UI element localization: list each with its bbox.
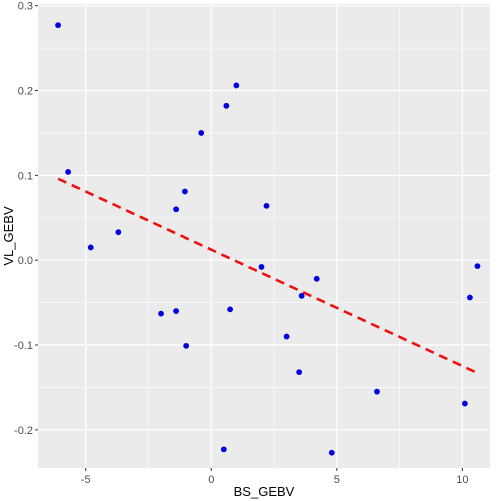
y-tick-label: -0.1 — [14, 340, 33, 352]
data-point — [467, 294, 473, 301]
x-axis-ticks: -5 0 5 10 — [81, 468, 469, 486]
data-point — [296, 369, 303, 376]
data-point — [220, 446, 227, 453]
trend-line-group — [57, 177, 478, 375]
data-point — [223, 102, 230, 109]
data-point — [283, 333, 290, 340]
data-point — [258, 264, 265, 270]
y-tick-label: 0.1 — [18, 170, 33, 182]
y-tick-label: 0.3 — [18, 1, 33, 13]
x-tick-label: 10 — [456, 474, 468, 486]
data-point — [173, 206, 180, 213]
data-point — [183, 342, 190, 349]
data-point — [263, 202, 270, 209]
x-tick-label: 5 — [334, 474, 340, 486]
x-axis-title: BS_GEBV — [234, 484, 295, 499]
trend-line — [57, 177, 478, 375]
data-point — [313, 275, 320, 282]
y-tick-label: -0.2 — [14, 425, 33, 437]
grid-minor — [38, 4, 490, 468]
data-point — [87, 244, 94, 251]
data-point — [198, 130, 205, 136]
data-point — [298, 292, 305, 299]
data-point — [173, 308, 180, 314]
data-point — [233, 82, 240, 89]
points-group — [55, 22, 481, 456]
plot-panel — [38, 4, 490, 468]
data-point — [158, 310, 164, 317]
y-axis-ticks: -0.2 -0.1 0.0 0.1 0.2 0.3 — [14, 1, 38, 437]
data-point — [115, 229, 122, 236]
data-point — [374, 388, 380, 395]
data-point — [65, 169, 72, 175]
data-point — [55, 22, 61, 29]
data-point — [328, 449, 335, 456]
y-axis-title: VL_GEBV — [1, 206, 16, 266]
x-tick-label: -5 — [81, 474, 91, 486]
data-point — [227, 306, 234, 313]
y-tick-label: 0.2 — [18, 86, 33, 98]
data-point — [461, 400, 468, 407]
data-point — [182, 188, 188, 195]
data-point — [474, 263, 481, 270]
x-tick-label: 0 — [208, 474, 214, 486]
y-tick-label: 0.0 — [18, 255, 33, 267]
